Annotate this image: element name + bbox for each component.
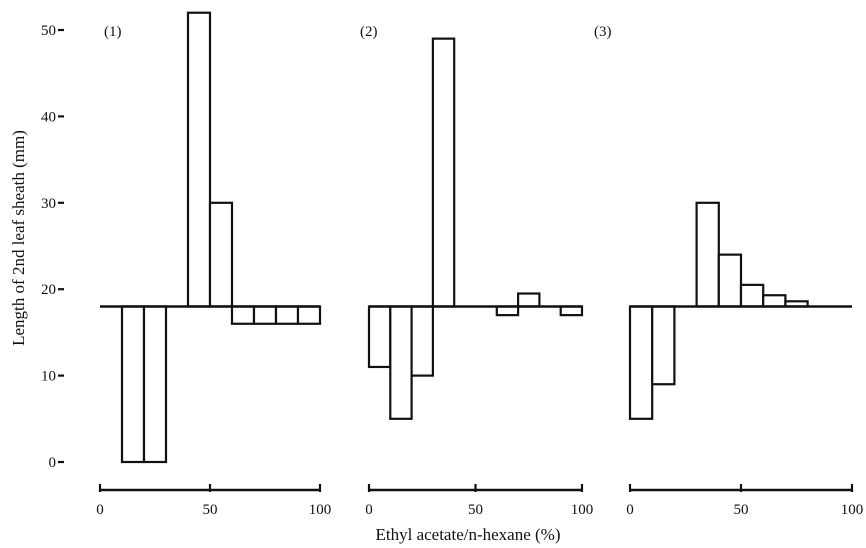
x-tick-label: 100 bbox=[309, 502, 332, 518]
bar bbox=[410, 305, 435, 377]
x-tick-label: 0 bbox=[626, 502, 634, 518]
panel-label: (3) bbox=[594, 24, 612, 40]
bar bbox=[695, 201, 720, 308]
panel-3: (3) 0 50 100 bbox=[594, 24, 863, 518]
bar bbox=[495, 305, 520, 317]
panel-label: (1) bbox=[104, 24, 122, 40]
bar bbox=[516, 292, 541, 308]
x-tick-label: 100 bbox=[841, 502, 864, 518]
bar bbox=[717, 253, 743, 308]
bar bbox=[296, 305, 322, 325]
bar bbox=[142, 305, 168, 464]
x-tick-label: 50 bbox=[468, 502, 483, 518]
y-tick-label: 40 bbox=[41, 109, 56, 125]
bar bbox=[230, 305, 256, 325]
y-tick-label: 30 bbox=[41, 196, 56, 212]
y-tick-label: 20 bbox=[41, 282, 56, 298]
bar bbox=[120, 305, 146, 464]
bar bbox=[762, 294, 787, 308]
x-tick-label: 50 bbox=[734, 502, 749, 518]
x-tick-label: 0 bbox=[365, 502, 373, 518]
bar bbox=[208, 201, 234, 308]
bar bbox=[252, 305, 278, 325]
y-tick-label: 50 bbox=[41, 23, 56, 39]
y-axis: 0 10 20 30 40 50 bbox=[41, 23, 64, 471]
bar bbox=[431, 37, 456, 308]
bar bbox=[389, 305, 413, 420]
panel-label: (2) bbox=[360, 24, 378, 40]
bar bbox=[651, 305, 676, 386]
bar bbox=[739, 283, 765, 308]
bar bbox=[186, 11, 212, 308]
y-axis-title: Length of 2nd leaf sheath (mm) bbox=[9, 130, 28, 346]
panel-2: (2) 0 50 100 bbox=[360, 24, 593, 518]
panel-1: (1) 0 50 100 bbox=[96, 11, 332, 518]
y-tick-label: 10 bbox=[41, 369, 56, 385]
x-tick-label: 0 bbox=[96, 502, 104, 518]
y-tick-label: 0 bbox=[49, 455, 57, 471]
x-tick-label: 100 bbox=[571, 502, 594, 518]
panels: (1) 0 50 100 (2) 0 50 100 (3) 0 50 100 bbox=[96, 11, 863, 518]
x-tick-label: 50 bbox=[203, 502, 218, 518]
bar bbox=[274, 305, 300, 325]
bar bbox=[628, 305, 654, 420]
bar bbox=[559, 305, 584, 317]
x-axis-title: Ethyl acetate/n-hexane (%) bbox=[375, 525, 560, 544]
bar bbox=[367, 305, 392, 369]
